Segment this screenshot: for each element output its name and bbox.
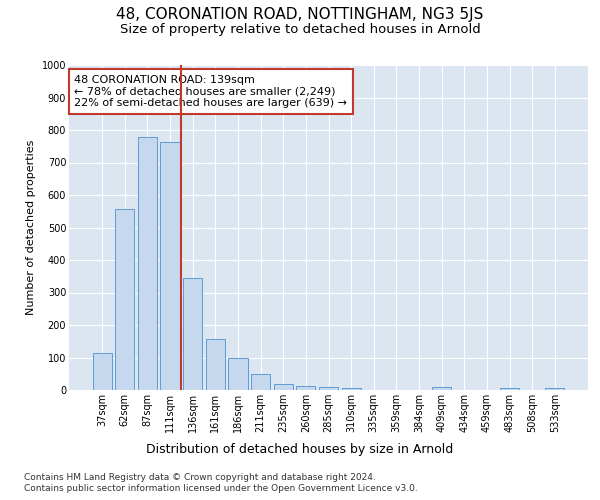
Text: Contains public sector information licensed under the Open Government Licence v3: Contains public sector information licen… xyxy=(24,484,418,493)
Bar xyxy=(160,142,180,390)
Bar xyxy=(229,358,248,390)
Text: Size of property relative to detached houses in Arnold: Size of property relative to detached ho… xyxy=(119,22,481,36)
Bar xyxy=(206,338,225,390)
Text: 48 CORONATION ROAD: 139sqm
← 78% of detached houses are smaller (2,249)
22% of s: 48 CORONATION ROAD: 139sqm ← 78% of deta… xyxy=(74,74,347,108)
Bar xyxy=(500,388,519,390)
Text: Contains HM Land Registry data © Crown copyright and database right 2024.: Contains HM Land Registry data © Crown c… xyxy=(24,472,376,482)
Bar xyxy=(545,388,565,390)
Y-axis label: Number of detached properties: Number of detached properties xyxy=(26,140,36,315)
Text: Distribution of detached houses by size in Arnold: Distribution of detached houses by size … xyxy=(146,442,454,456)
Text: 48, CORONATION ROAD, NOTTINGHAM, NG3 5JS: 48, CORONATION ROAD, NOTTINGHAM, NG3 5JS xyxy=(116,8,484,22)
Bar xyxy=(274,384,293,390)
Bar xyxy=(432,388,451,390)
Bar xyxy=(183,278,202,390)
Bar xyxy=(92,354,112,390)
Bar xyxy=(251,374,270,390)
Bar xyxy=(296,386,316,390)
Bar xyxy=(115,209,134,390)
Bar xyxy=(319,388,338,390)
Bar xyxy=(138,137,157,390)
Bar xyxy=(341,388,361,390)
